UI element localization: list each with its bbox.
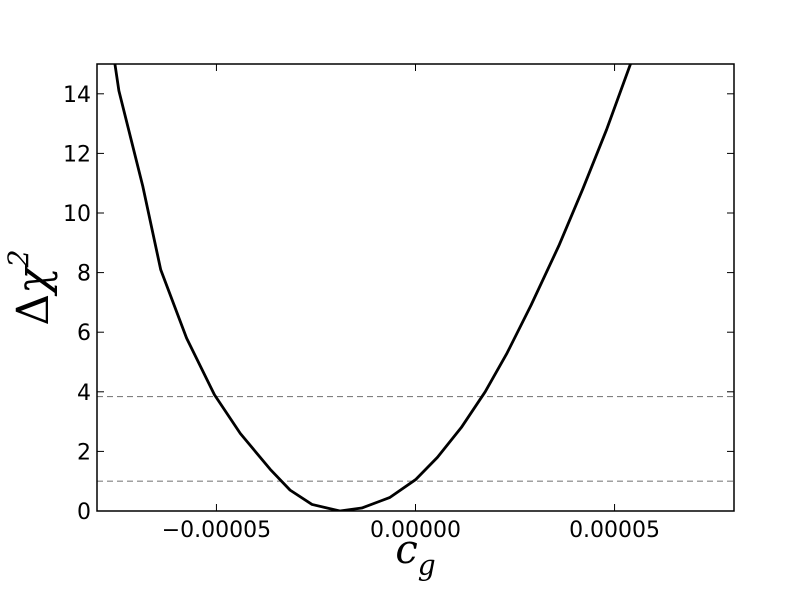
reference-lines bbox=[97, 395, 734, 482]
y-tick-label: 12 bbox=[63, 142, 91, 167]
y-tick-label: 0 bbox=[77, 500, 91, 525]
series-line-0 bbox=[113, 64, 632, 511]
y-tick-label: 14 bbox=[63, 83, 91, 108]
plot-frame bbox=[96, 63, 735, 512]
x-axis-label: cg bbox=[395, 527, 435, 582]
curve-layer bbox=[113, 64, 632, 511]
y-tick-label: 10 bbox=[63, 202, 91, 227]
x-tick-label: −0.00005 bbox=[162, 518, 271, 543]
y-tick-label: 8 bbox=[77, 262, 91, 287]
y-tick-label: 4 bbox=[77, 381, 91, 406]
x-tick-label: 0.00000 bbox=[370, 518, 461, 543]
y-tick-label: 6 bbox=[77, 321, 91, 346]
axis-ticks: 0 2 4 6 8 10 12 14 −0.00005 0.00000 0.00005 bbox=[63, 64, 734, 543]
y-axis-label: Δχ2 bbox=[2, 249, 59, 325]
y-tick-label: 2 bbox=[77, 440, 91, 465]
x-tick-label: 0.00005 bbox=[569, 518, 660, 543]
